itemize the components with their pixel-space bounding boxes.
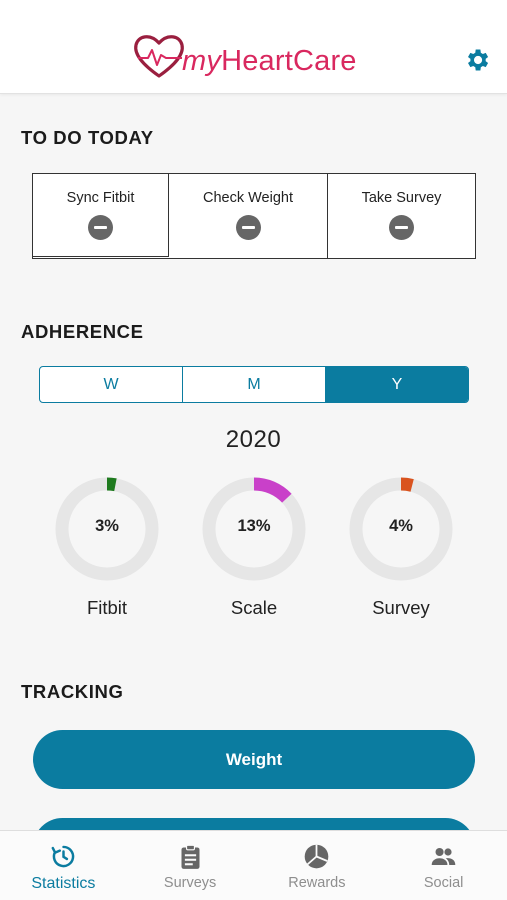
adherence-ring-survey: 4%	[348, 476, 454, 582]
ring-chart	[349, 477, 453, 581]
heart-logo-icon	[134, 35, 184, 78]
adherence-title: ADHERENCE	[21, 321, 144, 342]
ring-progress-arc	[349, 477, 453, 581]
minus-circle-icon	[235, 215, 261, 240]
app-name-rest: HeartCare	[221, 44, 357, 77]
ring-label-survey: Survey	[372, 597, 430, 618]
ring-label-scale: Scale	[230, 597, 278, 618]
tab-label: Rewards	[288, 875, 346, 891]
tracking-title: TRACKING	[21, 681, 124, 702]
app-header: myHeartCare	[0, 0, 507, 94]
minus-circle-icon	[389, 215, 414, 240]
people-icon	[431, 847, 456, 865]
clipboard-icon	[181, 844, 200, 869]
tab-rewards[interactable]: Rewards	[254, 831, 381, 900]
todo-item-check-weight[interactable]: Check Weight	[169, 174, 328, 258]
app-logo: myHeartCare	[132, 32, 357, 80]
tab-label: Statistics	[31, 875, 96, 892]
adherence-year: 2020	[225, 426, 282, 453]
todo-list: Sync Fitbit Check Weight Take Survey	[32, 173, 476, 259]
tab-label: Surveys	[163, 875, 217, 891]
tab-social[interactable]: Social	[380, 831, 507, 900]
clock-refresh-icon	[51, 845, 75, 868]
ring-chart	[202, 477, 306, 581]
ring-progress-arc	[202, 477, 306, 581]
gear-icon[interactable]	[463, 46, 491, 74]
todo-item-sync-fitbit[interactable]: Sync Fitbit	[32, 173, 169, 257]
app-name: myHeartCare	[182, 45, 357, 78]
tab-surveys[interactable]: Surveys	[127, 831, 254, 900]
todo-item-label: Take Survey	[361, 190, 442, 206]
ring-chart	[55, 477, 159, 581]
todo-title: TO DO TODAY	[21, 127, 154, 148]
minus-circle-icon	[88, 215, 113, 240]
period-year-button[interactable]: Y	[325, 367, 468, 402]
bottom-tab-bar: Statistics Surveys Rewards Social	[0, 830, 507, 900]
todo-item-label: Check Weight	[203, 190, 293, 206]
weight-button[interactable]: Weight	[33, 730, 475, 789]
ring-progress-arc	[55, 477, 159, 581]
app-name-my: my	[182, 44, 222, 77]
ring-label-fitbit: Fitbit	[86, 597, 128, 618]
tab-statistics[interactable]: Statistics	[0, 831, 127, 900]
todo-item-take-survey[interactable]: Take Survey	[328, 174, 475, 258]
todo-item-label: Sync Fitbit	[66, 190, 135, 206]
ring-percent: 3%	[95, 517, 119, 535]
ring-percent: 4%	[389, 517, 413, 535]
adherence-ring-scale: 13%	[201, 476, 307, 582]
ring-percent: 13%	[237, 517, 271, 535]
adherence-ring-fitbit: 3%	[54, 476, 160, 582]
period-month-button[interactable]: M	[182, 367, 325, 402]
period-week-button[interactable]: W	[103, 375, 119, 393]
tab-label: Social	[423, 875, 464, 891]
period-selector: W M Y	[39, 366, 469, 403]
pie-icon	[305, 844, 329, 869]
